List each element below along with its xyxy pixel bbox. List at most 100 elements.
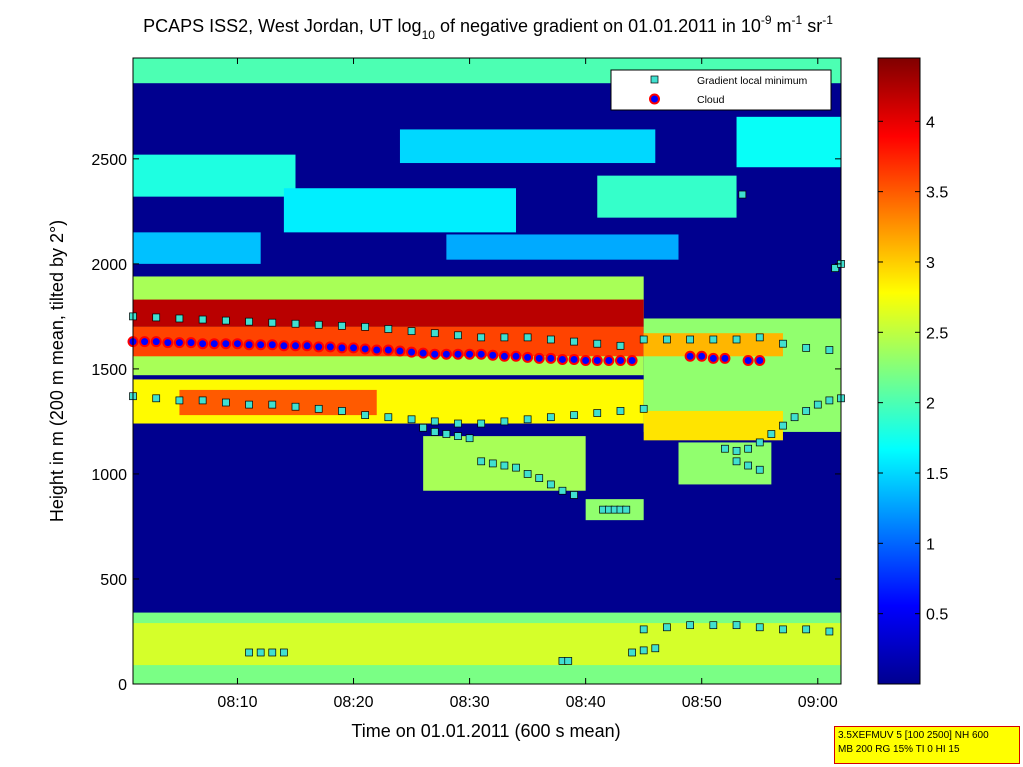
x-tick-label: 09:00 [798, 694, 838, 711]
gradient-minimum-marker [535, 474, 544, 482]
cloud-marker [197, 338, 209, 350]
colorbar-ticks: 0.5 1 1.5 2 2.5 3 3.5 4 [878, 114, 948, 624]
gradient-minimum-marker [802, 407, 811, 415]
colorbar-tick-label: 3.5 [926, 185, 948, 202]
legend: Gradient local minimum Cloud [610, 69, 832, 111]
gradient-minimum-marker [222, 398, 230, 407]
gradient-minimum-marker [442, 430, 451, 438]
gradient-minimum-marker [732, 335, 741, 344]
gradient-minimum-marker [732, 621, 741, 630]
x-tick-label: 08:50 [682, 694, 722, 711]
gradient-minimum-marker [512, 463, 520, 472]
gradient-minimum-marker [790, 413, 799, 422]
gradient-minimum-marker [616, 407, 625, 415]
gradient-minimum-marker [639, 404, 648, 413]
cloud-marker [591, 354, 603, 366]
gradient-minimum-marker [198, 315, 207, 324]
heatmap-layer-11 [283, 188, 517, 233]
gradient-minimum-marker [523, 470, 532, 478]
gradient-minimum-marker [813, 400, 822, 409]
gradient-minimum-marker [500, 461, 509, 470]
cloud-marker [475, 348, 487, 360]
cloud-marker [452, 348, 464, 360]
gradient-minimum-marker [825, 346, 834, 354]
heatmap-layer-12 [399, 129, 656, 164]
gradient-minimum-marker [709, 621, 718, 630]
gradient-minimum-marker [802, 344, 811, 352]
gradient-minimum-marker [523, 415, 532, 424]
gradient-minimum-marker [152, 394, 161, 403]
gradient-minimum-marker [523, 333, 532, 342]
gradient-minimum-marker [732, 457, 741, 466]
cloud-marker [150, 336, 162, 348]
gradient-minimum-marker [639, 625, 648, 634]
x-tick-label: 08:40 [566, 694, 606, 711]
gradient-minimum-marker [628, 648, 636, 657]
cloud-marker [255, 339, 267, 351]
gradient-minimum-marker [732, 446, 741, 455]
gradient-minimum-marker [338, 321, 346, 330]
gradient-minimum-marker [314, 404, 323, 413]
gradient-minimum-marker [546, 413, 555, 422]
cloud-marker [754, 354, 766, 366]
heatmap-layer-8 [643, 410, 783, 441]
cloud-marker [139, 336, 151, 348]
gradient-minimum-marker [268, 318, 277, 327]
gradient-minimum-marker [663, 623, 671, 632]
gradient-minimum-marker [477, 419, 486, 428]
gradient-minimum-marker [622, 505, 631, 514]
gradient-minimum-marker [570, 411, 578, 419]
cloud-marker [626, 354, 638, 366]
heatmap-layer-13 [597, 175, 737, 218]
gradient-minimum-marker [430, 417, 439, 426]
gradient-minimum-marker [767, 430, 776, 438]
x-tick-label: 08:10 [217, 694, 257, 711]
cloud-marker [278, 340, 290, 352]
heatmap-field [133, 58, 841, 684]
cloud-marker [336, 342, 348, 354]
y-axis-label: Height in m (200 m mean, tilted by 2°) [47, 220, 67, 522]
cloud-marker [324, 341, 336, 353]
gradient-minimum-marker [755, 438, 764, 447]
plot-frame [132, 57, 842, 685]
y-tick-label: 0 [118, 677, 127, 694]
gradient-minimum-marker [825, 627, 834, 636]
gradient-minimum-marker [744, 461, 752, 470]
gradient-minimum-marker [831, 264, 840, 272]
gradient-minimum-marker [558, 486, 567, 495]
cloud-marker [464, 348, 476, 360]
gradient-minimum-marker [454, 331, 462, 340]
colorbar-tick-label: 2.5 [926, 325, 948, 342]
cloud-marker [313, 341, 325, 353]
heatmap-layer-16 [133, 232, 261, 264]
gradient-minimum-marker [291, 319, 300, 328]
cloud-marker [719, 352, 731, 364]
gradient-minimum-marker [779, 625, 787, 634]
gradient-minimum-marker [686, 335, 694, 344]
gradient-minimum-marker [488, 459, 497, 468]
cloud-marker [231, 338, 243, 350]
cloud-marker [568, 353, 580, 365]
cloud-marker [614, 354, 626, 366]
cloud-marker [556, 353, 568, 365]
gradient-minimum-marker [384, 413, 393, 422]
gradient-minimum-marker [477, 333, 486, 342]
heatmap-layer-15 [446, 234, 679, 260]
cloud-marker [707, 352, 719, 364]
gradient-minimum-marker [755, 623, 764, 632]
gradient-minimum-marker [175, 314, 184, 323]
gradient-minimum-marker [454, 432, 462, 440]
gradient-minimum-marker [779, 421, 787, 430]
cloud-marker [173, 337, 185, 349]
gradient-minimum-marker [825, 396, 834, 405]
gradient-minimum-marker [314, 320, 323, 329]
x-tick-label: 08:20 [334, 694, 374, 711]
cloud-marker [266, 339, 278, 351]
cloud-marker [359, 343, 371, 355]
cloud-marker [545, 352, 557, 364]
marker-layer [127, 190, 845, 665]
legend-box [610, 69, 832, 111]
colorbar-tick-label: 1.5 [926, 466, 948, 483]
gradient-minimum-marker [546, 335, 555, 344]
gradient-minimum-marker [755, 465, 764, 474]
